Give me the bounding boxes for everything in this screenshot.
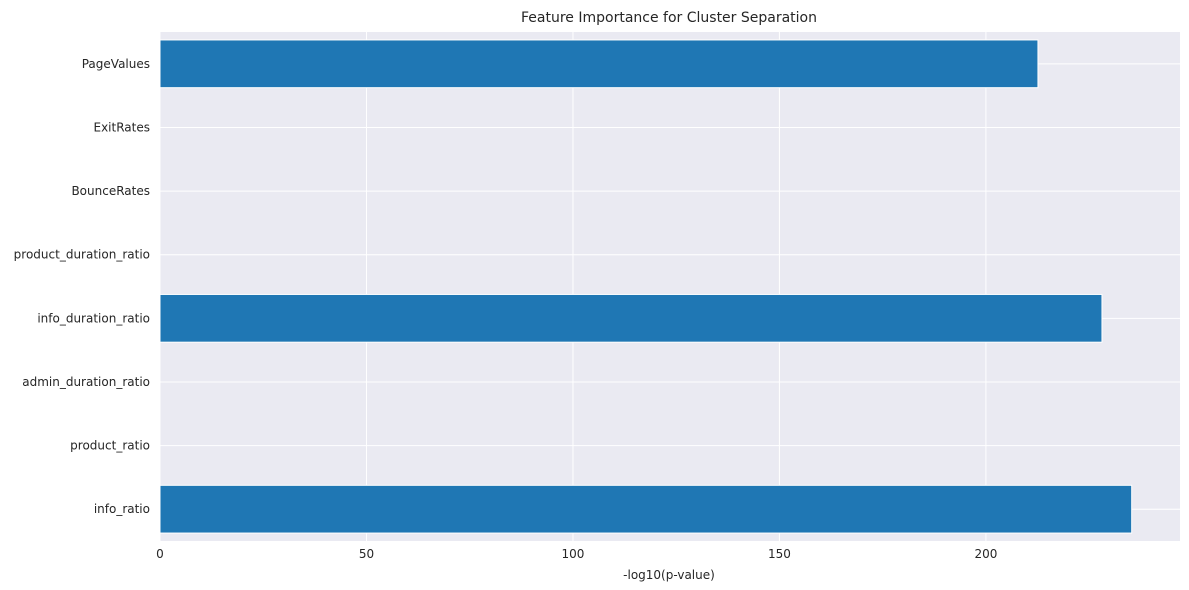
y-tick-labels: info_ratio product_ratio admin_duration_ra… xyxy=(14,57,150,516)
bar-info_ratio xyxy=(159,484,1133,534)
y-tick-label: PageValues xyxy=(82,57,150,71)
y-tick-label: product_duration_ratio xyxy=(14,248,150,262)
y-tick-label: BounceRates xyxy=(71,184,150,198)
y-tick-label: product_ratio xyxy=(70,439,150,453)
y-tick-label: ExitRates xyxy=(94,120,151,134)
x-tick-labels: 0 50 100 150 200 xyxy=(156,547,997,561)
y-tick-label: admin_duration_ratio xyxy=(22,375,150,389)
x-tick-label: 100 xyxy=(562,547,585,561)
y-tick-label: info_duration_ratio xyxy=(37,311,150,325)
x-tick-label: 0 xyxy=(156,547,164,561)
x-tick-label: 200 xyxy=(974,547,997,561)
bar-PageValues xyxy=(159,39,1039,89)
bar-info_duration_ratio xyxy=(159,293,1103,343)
x-axis-label: -log10(p-value) xyxy=(623,568,715,582)
y-tick-label: info_ratio xyxy=(94,502,150,516)
bars xyxy=(159,39,1133,534)
x-tick-label: 150 xyxy=(768,547,791,561)
x-tick-label: 50 xyxy=(359,547,374,561)
chart-title: Feature Importance for Cluster Separatio… xyxy=(521,10,817,26)
plot-area xyxy=(160,32,1180,541)
